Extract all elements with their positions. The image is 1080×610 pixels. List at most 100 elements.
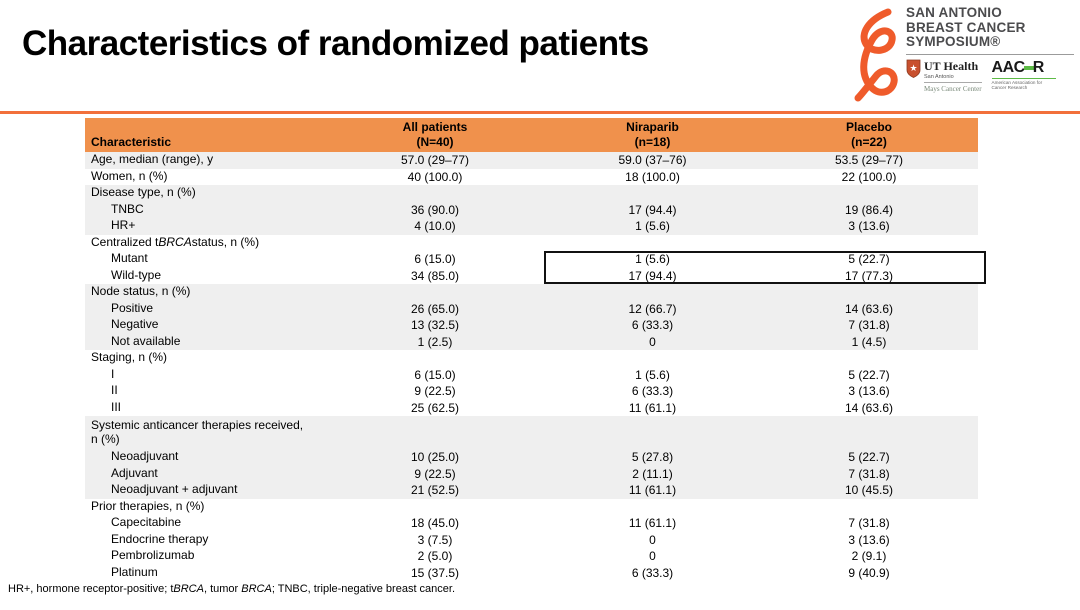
row-value: 0 xyxy=(649,549,656,564)
row-value: 36 (90.0) xyxy=(410,202,460,217)
row-label: Systemic anticancer therapies received, n… xyxy=(91,417,304,446)
row-label: Pembrolizumab xyxy=(111,548,195,563)
row-value: 6 (15.0) xyxy=(414,367,456,382)
table-row: Staging, n (%) xyxy=(85,350,978,367)
row-value: 2 (9.1) xyxy=(851,549,887,564)
row-label: Centralized t BRCA status, n (%) xyxy=(91,234,260,249)
table-row: Node status, n (%) xyxy=(85,284,978,301)
row-value: 10 (45.5) xyxy=(844,483,894,498)
row-value: 53.5 (29–77) xyxy=(834,153,904,168)
row-label: Not available xyxy=(111,333,181,348)
row-value: 17 (94.4) xyxy=(628,202,677,217)
row-value: 11 (61.1) xyxy=(628,400,677,415)
header-column: Niraparib (n=18) xyxy=(626,120,679,149)
row-value: 14 (63.6) xyxy=(844,400,894,415)
row-value: 6 (33.3) xyxy=(631,384,674,399)
row-value: 7 (31.8) xyxy=(848,318,890,333)
row-value xyxy=(760,416,978,449)
table-row: III 25 (62.5) 11 (61.1) 14 (63.6) xyxy=(85,400,978,417)
row-value: 34 (85.0) xyxy=(410,268,460,283)
row-value: 9 (22.5) xyxy=(414,466,456,481)
aacr-logo: AAC R American Association for Cancer Res… xyxy=(991,59,1056,91)
table-row: Positive 26 (65.0) 12 (66.7) 14 (63.6) xyxy=(85,300,978,317)
row-label: I xyxy=(111,366,115,381)
table-row: II 9 (22.5) 6 (33.3) 3 (13.6) xyxy=(85,383,978,400)
table-row: Adjuvant 9 (22.5) 2 (11.1) 7 (31.8) xyxy=(85,465,978,482)
row-value: 2 (5.0) xyxy=(417,549,453,564)
row-value: 18 (100.0) xyxy=(625,169,680,184)
row-value: 19 (86.4) xyxy=(844,202,894,217)
row-label: III xyxy=(111,399,122,414)
row-label: Node status, n (%) xyxy=(91,284,191,299)
row-value: 1 (5.6) xyxy=(635,252,670,267)
row-label: Prior therapies, n (%) xyxy=(91,498,205,513)
row-value: 9 (40.9) xyxy=(848,565,890,580)
row-value xyxy=(545,185,760,202)
table-row: I 6 (15.0) 1 (5.6) 5 (22.7) xyxy=(85,367,978,384)
table-row: Disease type, n (%) xyxy=(85,185,978,202)
row-value: 9 (22.5) xyxy=(414,384,456,399)
logo-separator xyxy=(906,53,1074,55)
table-row: Endocrine therapy 3 (7.5) 0 3 (13.6) xyxy=(85,532,978,549)
row-value xyxy=(325,499,545,516)
table-row: Pembrolizumab 2 (5.0) 0 2 (9.1) xyxy=(85,548,978,565)
row-value xyxy=(760,284,978,301)
ut-health-divider xyxy=(924,81,982,83)
svg-text:★: ★ xyxy=(909,63,917,73)
mays-cancer-center: Mays Cancer Center xyxy=(924,84,982,93)
row-value: 2 (11.1) xyxy=(632,466,673,481)
row-value: 3 (7.5) xyxy=(417,532,453,547)
row-value xyxy=(760,235,978,252)
table-row: Centralized t BRCA status, n (%) xyxy=(85,235,978,252)
header-column: All patients (N=40) xyxy=(402,120,468,149)
row-label: Negative xyxy=(111,317,159,332)
row-value xyxy=(545,350,760,367)
page-title: Characteristics of randomized patients xyxy=(22,24,649,63)
row-value: 0 xyxy=(649,532,656,547)
row-value: 0 xyxy=(649,334,656,349)
ut-health-city: San Antonio xyxy=(924,73,954,80)
ut-health-logo: ★ UT Health San Antonio Mays Cancer Cent… xyxy=(906,59,982,93)
row-label: Disease type, n (%) xyxy=(91,185,196,200)
row-value: 5 (22.7) xyxy=(848,252,890,267)
row-label: Platinum xyxy=(111,564,158,579)
row-value xyxy=(760,185,978,202)
table-row: Age, median (range), y 57.0 (29–77) 59.0 (… xyxy=(85,152,978,169)
row-label: Staging, n (%) xyxy=(91,350,168,365)
row-value xyxy=(325,235,545,252)
aacr-green-dash xyxy=(1023,65,1034,70)
ribbon-icon xyxy=(854,8,898,102)
row-value: 25 (62.5) xyxy=(410,400,460,415)
row-value xyxy=(760,499,978,516)
row-value: 5 (22.7) xyxy=(848,367,890,382)
row-label: HR+ xyxy=(111,218,136,233)
row-label: Age, median (range), y xyxy=(91,152,214,167)
table-row: HR+ 4 (10.0) 1 (5.6) 3 (13.6) xyxy=(85,218,978,235)
row-label: Wild-type xyxy=(111,267,162,282)
table-header-row: Characteristic All patients (N=40) Nirapar… xyxy=(85,118,978,152)
title-divider-line xyxy=(0,111,1080,114)
table-body: Age, median (range), y 57.0 (29–77) 59.0 (… xyxy=(85,152,978,581)
table-row: Negative 13 (32.5) 6 (33.3) 7 (31.8) xyxy=(85,317,978,334)
row-label: Women, n (%) xyxy=(91,168,168,183)
row-value: 59.0 (37–76) xyxy=(618,153,687,168)
row-label: Adjuvant xyxy=(111,465,158,480)
table-row: Not available 1 (2.5) 0 1 (4.5) xyxy=(85,333,978,350)
symposium-wordmark: SAN ANTONIO BREAST CANCER SYMPOSIUM® xyxy=(906,5,1026,50)
row-label: Capecitabine xyxy=(111,515,182,530)
row-value: 11 (61.1) xyxy=(628,483,677,498)
header-column: Placebo (n=22) xyxy=(845,120,893,149)
row-value xyxy=(545,499,760,516)
characteristics-table: Characteristic All patients (N=40) Nirapar… xyxy=(85,118,986,581)
row-value: 11 (61.1) xyxy=(628,516,677,531)
row-value: 1 (2.5) xyxy=(417,334,453,349)
row-value: 4 (10.0) xyxy=(414,219,456,234)
row-value: 6 (15.0) xyxy=(414,252,456,267)
footnote: HR+, hormone receptor-positive; tBRCA, t… xyxy=(8,583,456,595)
row-label: Neoadjuvant + adjuvant xyxy=(111,482,238,497)
table-row: Prior therapies, n (%) xyxy=(85,499,978,516)
row-value: 40 (100.0) xyxy=(407,169,463,184)
row-value: 5 (27.8) xyxy=(631,450,674,465)
row-value: 18 (45.0) xyxy=(410,516,460,531)
